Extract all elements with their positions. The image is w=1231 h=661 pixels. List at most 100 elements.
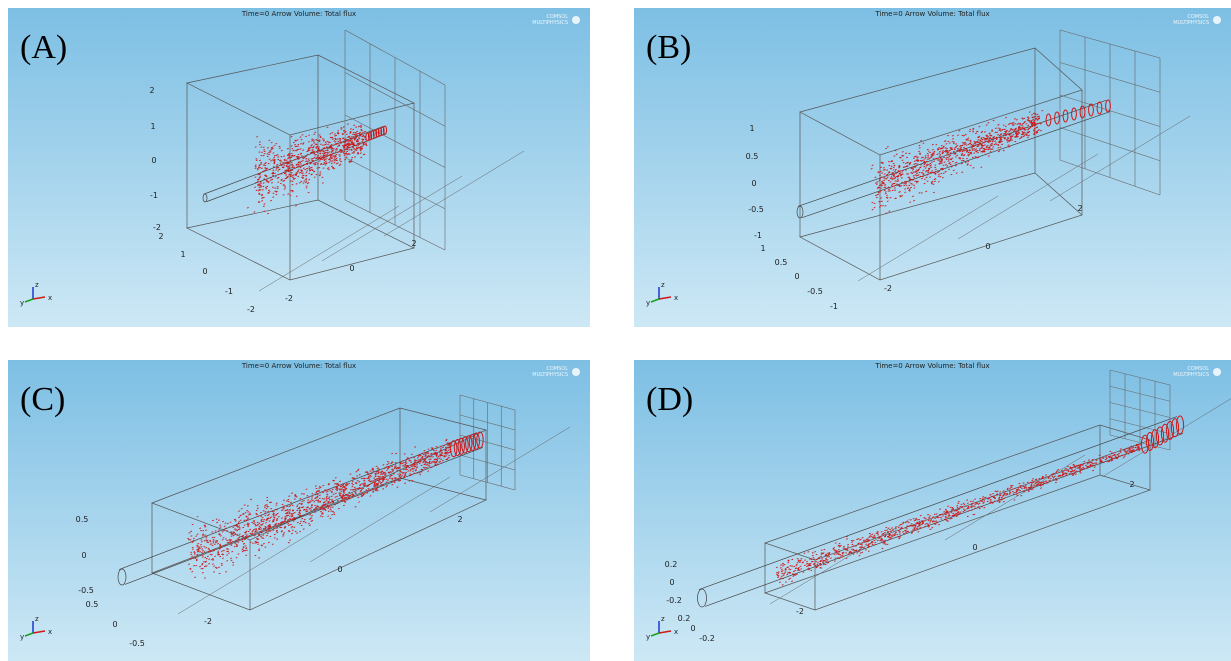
flux-arrow: [835, 543, 837, 544]
flux-arrow: [230, 522, 232, 523]
flux-arrow: [297, 171, 299, 172]
flux-arrow: [1075, 474, 1077, 475]
flux-arrow: [306, 158, 308, 159]
flux-arrow: [899, 532, 901, 533]
flux-arrow: [421, 465, 423, 466]
flux-arrow: [1073, 465, 1075, 466]
flux-arrow: [1018, 128, 1020, 129]
flux-arrow: [986, 125, 988, 126]
flux-arrow: [360, 488, 362, 489]
flux-arrow: [974, 506, 976, 507]
flux-arrow: [312, 152, 314, 153]
flux-arrow: [347, 143, 349, 144]
flux-arrow: [264, 204, 266, 205]
flux-arrow: [996, 144, 998, 145]
flux-arrow: [353, 136, 355, 137]
flux-arrow: [963, 135, 965, 136]
flux-arrow: [1110, 456, 1112, 457]
flux-arrow: [448, 443, 450, 444]
flux-arrow: [333, 513, 335, 514]
flux-arrow: [391, 478, 393, 479]
flux-arrow: [788, 579, 790, 580]
flux-arrow: [328, 168, 330, 169]
flux-arrow: [272, 197, 274, 198]
flux-arrow: [351, 483, 353, 484]
flux-arrow: [992, 147, 994, 148]
flux-arrow: [262, 190, 264, 191]
flux-arrow: [916, 522, 918, 523]
flux-arrow: [255, 168, 257, 169]
flux-arrow: [234, 520, 236, 521]
flux-arrow: [435, 462, 437, 463]
flux-arrow: [273, 513, 275, 514]
flux-arrow: [1013, 131, 1015, 132]
flux-arrow: [267, 154, 269, 155]
flux-arrow: [276, 526, 278, 527]
triad-label: z: [661, 281, 665, 289]
flux-arrow: [898, 530, 900, 531]
flux-arrow: [233, 527, 235, 528]
flux-arrow: [388, 466, 390, 467]
flux-arrow: [345, 139, 347, 140]
flux-arrow: [279, 146, 281, 147]
flux-arrow: [269, 151, 271, 152]
flux-arrow: [353, 151, 355, 152]
flux-arrow: [959, 513, 961, 514]
flux-arrow: [206, 538, 208, 539]
flux-arrow: [1065, 468, 1067, 469]
flux-arrow: [349, 137, 351, 138]
flux-arrow: [899, 186, 901, 187]
flux-arrow: [286, 177, 288, 178]
flux-arrow: [913, 176, 915, 177]
flux-arrow: [959, 508, 961, 509]
flux-arrow: [1022, 119, 1024, 120]
flux-arrow: [1085, 465, 1087, 466]
tick-label: 0: [669, 578, 674, 587]
flux-arrow: [1138, 450, 1140, 451]
flux-arrow: [242, 551, 244, 552]
flux-arrow: [375, 475, 377, 476]
flux-arrow: [289, 519, 291, 520]
flux-arrow: [254, 187, 256, 188]
flux-arrow: [265, 527, 267, 528]
flux-arrow: [971, 503, 973, 504]
flux-arrow: [346, 151, 348, 152]
flux-arrow: [993, 120, 995, 121]
flux-arrow: [271, 142, 273, 143]
flux-arrow: [307, 507, 309, 508]
flux-arrow: [404, 483, 406, 484]
flux-arrow: [264, 170, 266, 171]
flux-arrow: [440, 450, 442, 451]
flux-arrow: [422, 458, 424, 459]
flux-arrow: [889, 165, 891, 166]
flux-arrow: [1125, 455, 1127, 456]
flux-arrow: [298, 514, 300, 515]
flux-arrow: [896, 534, 898, 535]
flux-arrow: [344, 159, 346, 160]
flux-arrow: [921, 193, 923, 194]
flux-arrow: [289, 168, 291, 169]
flux-arrow: [784, 564, 786, 565]
flux-arrow: [264, 153, 266, 154]
flux-arrow: [397, 474, 399, 475]
plot-background: [634, 360, 1231, 661]
flux-arrow: [269, 159, 271, 160]
flux-arrow: [888, 537, 890, 538]
flux-arrow: [900, 174, 902, 175]
flux-arrow: [960, 149, 962, 150]
flux-arrow: [270, 508, 272, 509]
flux-arrow: [348, 496, 350, 497]
flux-arrow: [244, 532, 246, 533]
flux-arrow: [1010, 138, 1012, 139]
tick-label: 2: [149, 86, 154, 95]
flux-arrow: [255, 528, 257, 529]
flux-arrow: [816, 564, 818, 565]
tick-label: 0: [690, 624, 695, 633]
flux-arrow: [266, 180, 268, 181]
flux-arrow: [292, 165, 294, 166]
flux-arrow: [809, 559, 811, 560]
flux-arrow: [932, 518, 934, 519]
flux-arrow: [1028, 135, 1030, 136]
flux-arrow: [1093, 463, 1095, 464]
flux-arrow: [265, 187, 267, 188]
